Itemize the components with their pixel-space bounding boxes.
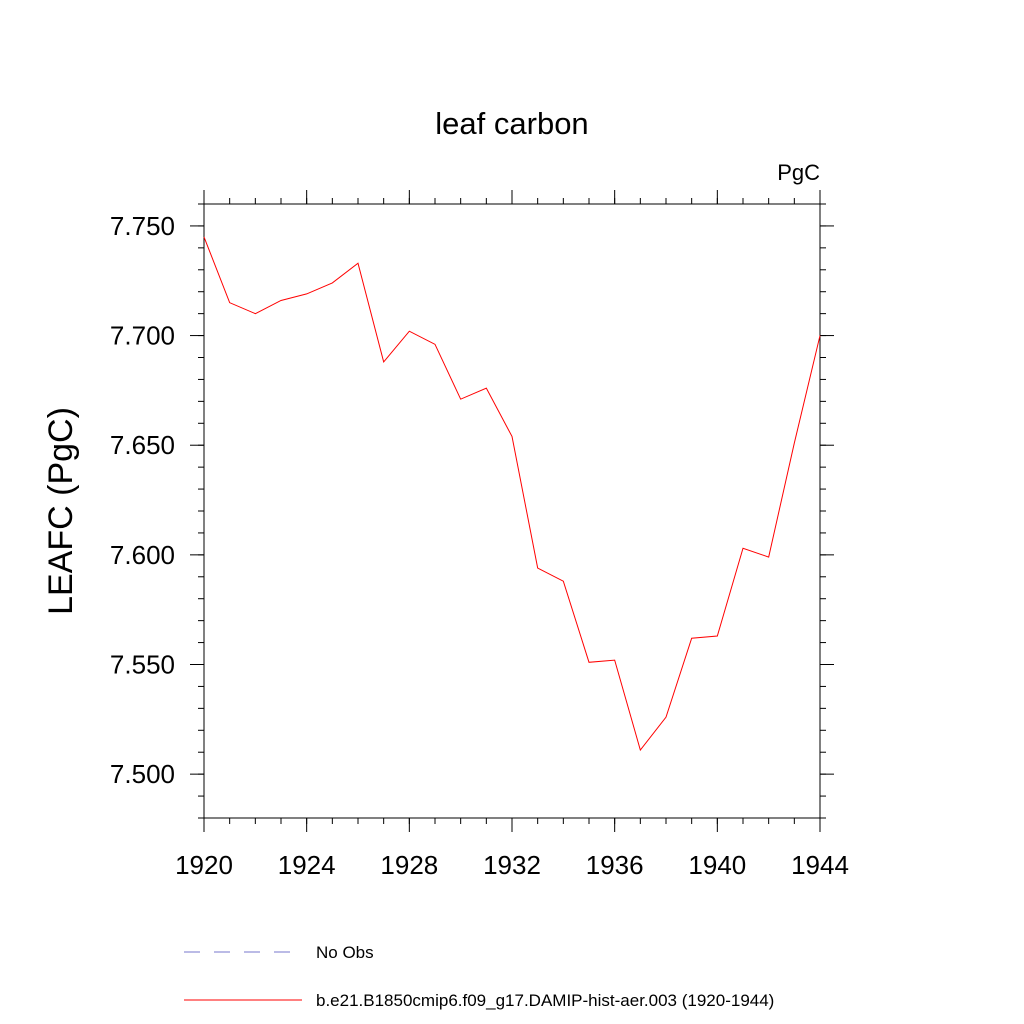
units-label: PgC bbox=[777, 160, 820, 185]
x-tick-label: 1928 bbox=[380, 850, 438, 880]
y-tick-labels: 7.500 7.550 7.600 7.650 7.700 7.750 bbox=[110, 211, 175, 789]
data-series bbox=[203, 236, 821, 752]
y-tick-label: 7.500 bbox=[110, 759, 175, 789]
x-tick-label: 1924 bbox=[278, 850, 336, 880]
y-tick-label: 7.750 bbox=[110, 211, 175, 241]
legend: No Obs b.e21.B1850cmip6.f09_g17.DAMIP-his… bbox=[184, 943, 774, 1010]
y-tick-label: 7.700 bbox=[110, 321, 175, 351]
legend-label: No Obs bbox=[316, 943, 374, 962]
y-tick-label: 7.650 bbox=[110, 430, 175, 460]
x-tick-label: 1932 bbox=[483, 850, 541, 880]
chart-title: leaf carbon bbox=[435, 106, 588, 141]
y-tick-label: 7.600 bbox=[110, 540, 175, 570]
x-tick-label: 1920 bbox=[175, 850, 233, 880]
series-line bbox=[203, 236, 821, 752]
x-tick-label: 1944 bbox=[791, 850, 849, 880]
y-axis-label: LEAFC (PgC) bbox=[42, 407, 80, 615]
y-tick-label: 7.550 bbox=[110, 650, 175, 680]
x-tick-labels: 1920 1924 1928 1932 1936 1940 1944 bbox=[175, 850, 849, 880]
x-tick-label: 1936 bbox=[586, 850, 644, 880]
axis-ticks bbox=[190, 190, 834, 832]
x-tick-label: 1940 bbox=[688, 850, 746, 880]
legend-label: b.e21.B1850cmip6.f09_g17.DAMIP-hist-aer.… bbox=[316, 991, 774, 1010]
